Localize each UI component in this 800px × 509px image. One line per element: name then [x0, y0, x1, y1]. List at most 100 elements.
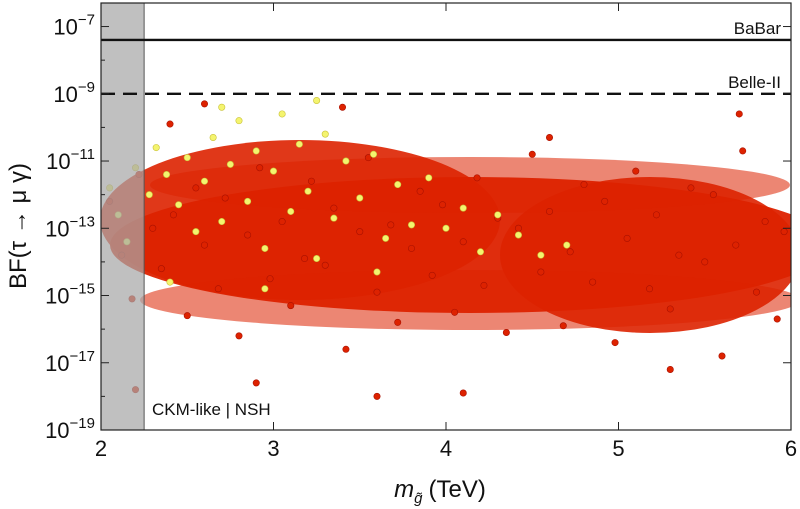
ticks-layer: 2 3 4 5 6 10−7 10−9 10−11 10−13 10−15 10−17 10−19 [45, 3, 797, 461]
data-point-yellow [278, 110, 286, 118]
data-point-yellow [356, 194, 364, 202]
density-band [101, 140, 791, 333]
data-point-yellow [209, 133, 217, 141]
data-point-red [428, 271, 436, 279]
data-point-yellow [382, 234, 390, 242]
data-point-yellow [261, 244, 269, 252]
limits-layer: BaBar Belle-II [101, 19, 791, 95]
data-point-red [201, 241, 209, 249]
data-point-red [149, 224, 157, 232]
x-tick-label: 4 [440, 436, 452, 461]
data-point-yellow [313, 97, 321, 105]
data-point-yellow [537, 251, 545, 259]
data-point-yellow [330, 214, 338, 222]
data-point-yellow [235, 117, 243, 125]
data-point-yellow [145, 191, 153, 199]
x-tick-label: 2 [95, 436, 107, 461]
data-point-red [752, 288, 760, 296]
data-point-yellow [192, 228, 200, 236]
data-point-yellow [218, 218, 226, 226]
data-point-yellow [394, 181, 402, 189]
y-tick-label: 10−9 [53, 79, 95, 107]
data-point-yellow [183, 154, 191, 162]
data-point-red [169, 211, 177, 219]
data-point-red [473, 174, 481, 182]
data-point-red [439, 201, 447, 209]
data-point-red [537, 268, 545, 276]
data-point-red [528, 150, 536, 158]
data-point-red [459, 389, 467, 397]
x-axis-label: mg̃ (TeV) [394, 476, 486, 507]
y-tick-label: 10−13 [45, 213, 95, 241]
data-point-yellow [175, 201, 183, 209]
data-point-yellow [514, 231, 522, 239]
data-point-yellow [425, 174, 433, 182]
data-point-red [601, 197, 609, 205]
data-point-red [502, 328, 510, 336]
data-point-yellow [407, 221, 415, 229]
data-point-red [675, 251, 683, 259]
y-tick-label: 10−11 [46, 146, 95, 174]
limit-label: BaBar [734, 19, 782, 38]
data-point-red [192, 184, 200, 192]
data-point-red [735, 110, 743, 118]
annotation: CKM-like | NSH [152, 400, 271, 419]
data-point-red [221, 194, 229, 202]
y-tick-label: 10−15 [45, 281, 95, 309]
data-point-red [580, 181, 588, 189]
data-point-red [459, 238, 467, 246]
data-point-red [244, 231, 252, 239]
data-point-red [256, 164, 264, 172]
data-point-yellow [201, 177, 209, 185]
x-tick-label: 5 [612, 436, 624, 461]
data-point-red [307, 177, 315, 185]
series-highlighted-points [106, 97, 571, 293]
data-point-yellow [166, 278, 174, 286]
data-point-red [545, 207, 553, 215]
data-point-red [364, 154, 372, 162]
data-point-yellow [563, 241, 571, 249]
data-point-red [407, 244, 415, 252]
data-point-red [157, 265, 165, 273]
data-point-red [514, 224, 522, 232]
data-point-red [356, 228, 364, 236]
data-point-red [214, 285, 222, 293]
data-point-yellow [476, 248, 484, 256]
data-point-red [287, 302, 295, 310]
data-point-yellow [287, 207, 295, 215]
x-tick-label: 3 [267, 436, 279, 461]
data-point-red [666, 365, 674, 373]
data-point-yellow [342, 157, 350, 165]
data-point-yellow [252, 147, 260, 155]
data-point-red [373, 288, 381, 296]
data-point-red [718, 352, 726, 360]
data-point-yellow [218, 103, 226, 111]
data-point-red [559, 322, 567, 330]
excluded-region [100, 2, 145, 431]
data-point-yellow [321, 130, 329, 138]
data-point-yellow [226, 160, 234, 168]
data-point-red [301, 255, 309, 263]
data-point-red [321, 261, 329, 269]
data-point-red [666, 305, 674, 313]
data-point-red [416, 187, 424, 195]
data-point-red [709, 191, 717, 199]
data-point-yellow [269, 167, 277, 175]
data-point-red [183, 312, 191, 320]
data-point-yellow [459, 204, 467, 212]
y-tick-label: 10−17 [45, 348, 95, 376]
data-point-red [387, 221, 395, 229]
data-point-red [623, 234, 631, 242]
y-tick-label: 10−19 [45, 415, 95, 443]
data-point-red [611, 339, 619, 347]
data-point-yellow [370, 150, 378, 158]
data-point-red [652, 211, 660, 219]
data-point-red [266, 275, 274, 283]
data-point-red [773, 315, 781, 323]
data-point-red [451, 308, 459, 316]
data-point-red [589, 278, 597, 286]
data-point-red [278, 218, 286, 226]
data-point-red [632, 167, 640, 175]
data-point-red [166, 120, 174, 128]
data-point-yellow [304, 187, 312, 195]
